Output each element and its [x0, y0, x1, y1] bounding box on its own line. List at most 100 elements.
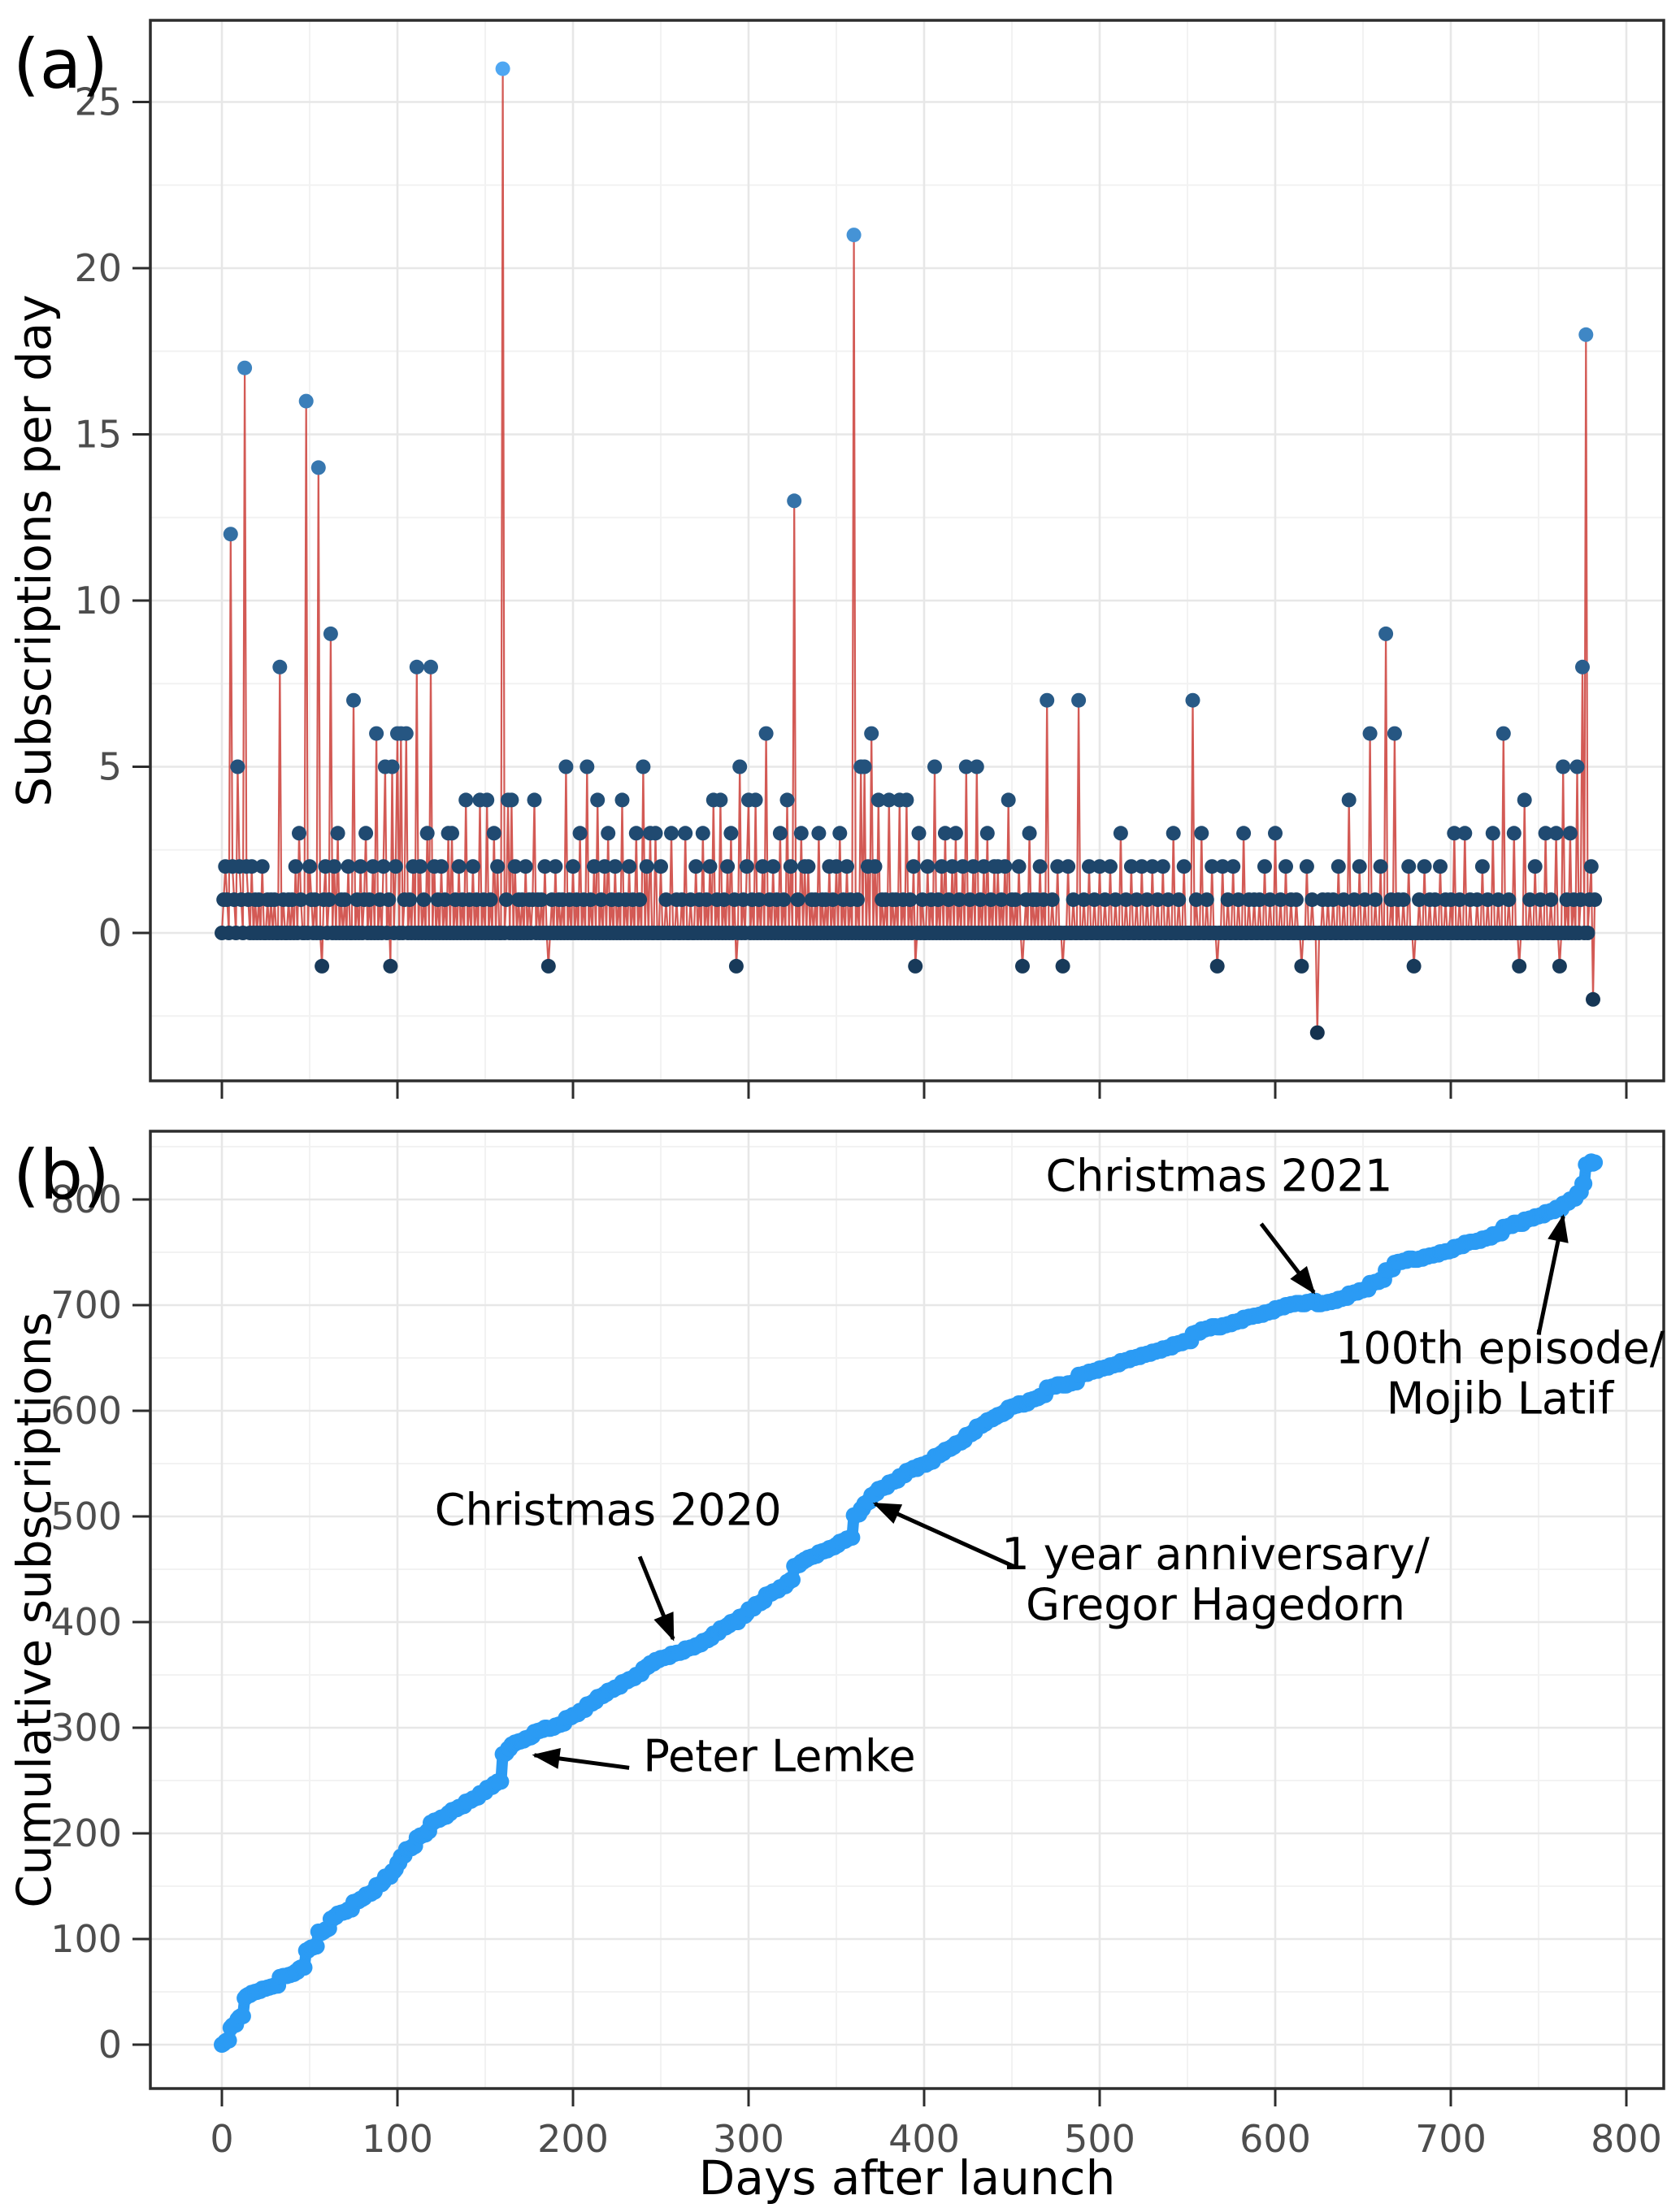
- daily-point: [1040, 692, 1055, 708]
- daily-point: [976, 859, 992, 874]
- daily-point: [1185, 692, 1200, 708]
- cumulative-point: [220, 2032, 237, 2049]
- daily-point: [1491, 892, 1506, 908]
- daily-point: [1050, 859, 1066, 874]
- daily-point: [1215, 859, 1231, 874]
- annotation-text-christmas-2020: Christmas 2020: [435, 1484, 782, 1535]
- daily-point: [504, 792, 519, 808]
- annotation-christmas-2021: Christmas 2021: [1045, 1151, 1392, 1295]
- daily-point: [1336, 892, 1352, 908]
- daily-point: [1123, 859, 1139, 874]
- daily-point: [583, 892, 598, 908]
- annotation-arrow-peter-lemke: [532, 1748, 630, 1770]
- daily-point: [490, 859, 506, 874]
- daily-point: [1412, 892, 1427, 908]
- x-tick-label-b: 500: [1064, 2117, 1135, 2161]
- daily-point: [498, 892, 514, 908]
- daily-point: [790, 892, 805, 908]
- daily-point: [1103, 859, 1118, 874]
- x-tick-label-b: 600: [1239, 2117, 1311, 2161]
- panel-b: 0 100 200 300 400 500 600 700 800 0 100 200 300 400 50…: [7, 1130, 1665, 2206]
- daily-point: [254, 859, 270, 874]
- daily-point: [288, 859, 303, 874]
- daily-point: [832, 826, 848, 841]
- daily-point: [358, 826, 374, 841]
- daily-point: [908, 958, 923, 974]
- annotation-text-peter-lemke: Peter Lemke: [643, 1730, 915, 1781]
- cumulative-point: [308, 1938, 325, 1955]
- daily-point: [1331, 859, 1346, 874]
- daily-point: [572, 826, 588, 841]
- daily-point: [1387, 726, 1402, 741]
- daily-point: [388, 859, 403, 874]
- cumulative-point: [493, 1773, 510, 1790]
- daily-point: [1512, 958, 1527, 974]
- daily-point: [927, 759, 942, 774]
- annotation-arrow-anniversary-1yr: [872, 1502, 1017, 1569]
- daily-point: [973, 892, 988, 908]
- daily-point: [593, 892, 609, 908]
- daily-point: [1501, 892, 1517, 908]
- y-tick-label-b: 600: [50, 1389, 122, 1433]
- x-axis-title: Days after launch: [699, 2150, 1116, 2205]
- daily-point: [480, 792, 495, 808]
- daily-point: [1236, 826, 1252, 841]
- daily-point: [451, 859, 467, 874]
- daily-point: [1396, 892, 1411, 908]
- cumulative-point: [844, 1529, 861, 1546]
- daily-point: [1522, 892, 1538, 908]
- daily-point: [566, 859, 580, 874]
- y-tick-label-b: 700: [50, 1283, 122, 1327]
- daily-point: [1538, 826, 1553, 841]
- y-tick-label-b: 200: [50, 1811, 122, 1855]
- daily-point: [419, 826, 435, 841]
- daily-point: [293, 892, 309, 908]
- daily-point: [1527, 859, 1543, 874]
- y-tick-label-a: 20: [74, 246, 122, 290]
- daily-point: [966, 859, 981, 874]
- daily-point: [1015, 958, 1030, 974]
- daily-point: [1378, 626, 1394, 641]
- daily-point: [601, 826, 616, 841]
- annotation-text-anniversary-1yr: Gregor Hagedorn: [1026, 1579, 1405, 1630]
- daily-point: [1278, 859, 1293, 874]
- daily-point: [1469, 892, 1485, 908]
- daily-point: [1273, 892, 1288, 908]
- daily-point: [881, 792, 896, 808]
- annotation-arrow-episode-100: [1536, 1213, 1569, 1335]
- x-tick-label-b: 200: [537, 2117, 609, 2161]
- daily-point: [1252, 892, 1267, 908]
- daily-point: [716, 892, 731, 908]
- annotation-episode-100: 100th episode/Mojib Latif: [1335, 1213, 1665, 1425]
- panel-a-grid: [150, 20, 1664, 1081]
- cumulative-point: [296, 1959, 313, 1976]
- daily-point: [846, 228, 862, 243]
- daily-point: [1140, 892, 1155, 908]
- daily-point: [870, 792, 886, 808]
- daily-point: [755, 859, 771, 874]
- daily-point: [867, 859, 883, 874]
- daily-point: [1433, 859, 1448, 874]
- daily-point: [678, 826, 693, 841]
- daily-point: [1506, 826, 1522, 841]
- daily-point: [1176, 859, 1192, 874]
- daily-point: [423, 659, 438, 675]
- daily-point: [758, 726, 774, 741]
- daily-point: [628, 826, 644, 841]
- daily-point: [315, 958, 330, 974]
- daily-point: [1082, 859, 1096, 874]
- daily-point: [376, 859, 391, 874]
- panel-a-label: (a): [13, 24, 108, 104]
- daily-point: [937, 826, 953, 841]
- daily-point: [1188, 892, 1204, 908]
- daily-point: [362, 892, 377, 908]
- daily-point: [1294, 958, 1309, 974]
- daily-point: [1268, 826, 1283, 841]
- daily-point: [381, 892, 397, 908]
- daily-point: [1262, 892, 1278, 908]
- daily-point: [1032, 859, 1048, 874]
- daily-point: [445, 826, 459, 841]
- daily-point: [1586, 991, 1600, 1007]
- daily-point: [699, 892, 714, 908]
